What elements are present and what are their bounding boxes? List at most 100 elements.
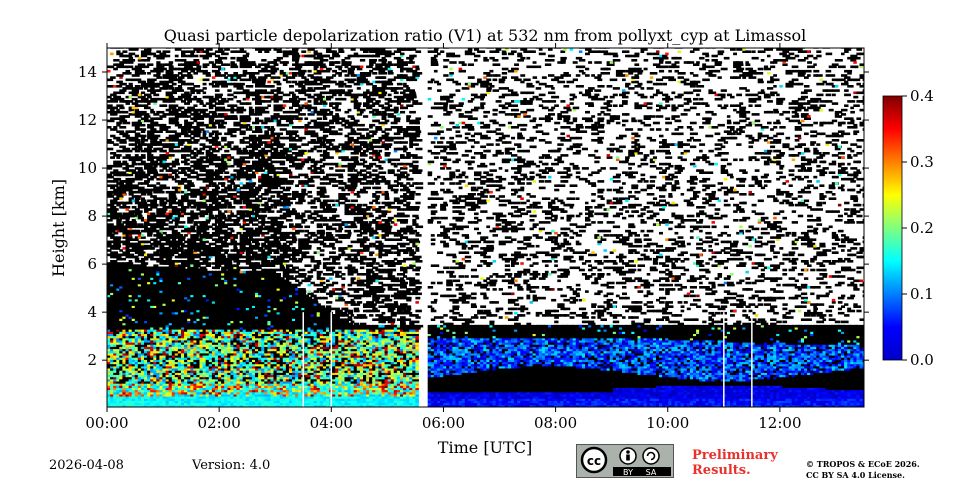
heatmap-cell [184, 361, 188, 365]
heatmap-cell [140, 134, 147, 138]
heatmap-cell [137, 59, 146, 62]
heatmap-cell [214, 82, 223, 86]
heatmap-cell [221, 340, 225, 343]
heatmap-cell [134, 195, 142, 198]
heatmap-cell [128, 359, 133, 363]
heatmap-cell [131, 171, 140, 174]
heatmap-cell [193, 110, 199, 114]
heatmap-cell [128, 253, 135, 257]
heatmap-cell [181, 404, 185, 407]
heatmap-cell [125, 273, 130, 276]
heatmap-cell [134, 255, 139, 259]
heatmap-cell [147, 394, 151, 397]
heatmap-cell [187, 63, 191, 66]
heatmap-cell [208, 318, 214, 321]
heatmap-cell [199, 294, 206, 298]
heatmap-cell [144, 100, 151, 103]
heatmap-cell [119, 277, 124, 280]
heatmap-cell [144, 381, 148, 384]
heatmap-cell [211, 173, 220, 177]
heatmap-cell [199, 102, 204, 105]
heatmap-cell [211, 97, 219, 101]
heatmap-cell [187, 227, 195, 231]
heatmap-cell [184, 121, 190, 125]
heatmap-cell [147, 378, 151, 382]
heatmap-cell [162, 74, 168, 77]
heatmap-cell [193, 404, 197, 407]
heatmap-cell [107, 333, 111, 337]
heatmap-cell [137, 368, 142, 371]
heatmap-cell [181, 396, 185, 399]
heatmap-cell [137, 348, 142, 352]
heatmap-cell [162, 85, 167, 88]
heatmap-cell [168, 288, 173, 291]
heatmap-cell [205, 348, 210, 352]
heatmap-cell [218, 171, 224, 174]
heatmap-cell [184, 119, 188, 123]
heatmap-cell [144, 104, 149, 107]
heatmap-cell [187, 110, 192, 114]
heatmap-cell [190, 130, 198, 133]
heatmap-cell [193, 273, 197, 276]
heatmap-cell [214, 342, 219, 345]
heatmap-cell [221, 240, 227, 244]
heatmap-cell [205, 374, 210, 378]
heatmap-cell [218, 316, 223, 319]
heatmap-cell [202, 340, 207, 343]
heatmap-cell [153, 357, 157, 360]
heatmap-cell [218, 106, 226, 110]
heatmap-cell [110, 244, 115, 248]
heatmap-cell [140, 359, 145, 363]
heatmap-cell [119, 296, 124, 300]
heatmap-cell [193, 292, 198, 296]
heatmap-cell [171, 219, 180, 222]
heatmap-cell [144, 117, 149, 120]
heatmap-cell [218, 303, 224, 306]
heatmap-cell [159, 365, 163, 369]
heatmap-cell [116, 275, 122, 278]
heatmap-cell [218, 378, 222, 382]
heatmap-cell [184, 102, 190, 105]
heatmap-cell [113, 361, 117, 365]
heatmap-cell [131, 48, 139, 51]
heatmap-cell [208, 182, 214, 185]
heatmap-cell [162, 303, 166, 306]
heatmap-cell [153, 396, 157, 399]
heatmap-cell [131, 273, 138, 276]
heatmap-cell [205, 370, 210, 373]
heatmap-cell [184, 260, 191, 263]
heatmap-cell [199, 346, 203, 350]
heatmap-cell [199, 307, 206, 311]
heatmap-cell [184, 61, 191, 64]
heatmap-cell [122, 361, 126, 365]
heatmap-cell [171, 337, 176, 341]
heatmap-cell [202, 108, 208, 112]
heatmap-cell [205, 316, 210, 319]
heatmap-cell [205, 389, 210, 393]
heatmap-cell [128, 212, 135, 216]
heatmap-cell [208, 162, 213, 166]
heatmap-cell [177, 348, 182, 352]
heatmap-cell [205, 335, 210, 339]
heatmap-cell [153, 141, 159, 144]
heatmap-cell [236, 56, 244, 60]
heatmap-cell [221, 182, 225, 185]
heatmap-cell [202, 247, 210, 250]
heatmap-cell [107, 361, 111, 365]
heatmap-cell [113, 283, 119, 287]
heatmap-cell [177, 87, 183, 90]
heatmap-cell [168, 322, 173, 326]
heatmap-cell [116, 337, 120, 341]
heatmap-cell [208, 348, 213, 352]
heatmap-cell [168, 147, 174, 151]
heatmap-cell [119, 368, 123, 371]
heatmap-cell [218, 355, 222, 358]
heatmap-cell [187, 298, 191, 302]
heatmap-cell [184, 190, 188, 194]
heatmap-cell [147, 363, 151, 367]
heatmap-cell [208, 340, 213, 343]
heatmap-cell [208, 314, 213, 317]
heatmap-cell [107, 229, 113, 233]
heatmap-cell [134, 87, 139, 90]
heatmap-cell [125, 208, 129, 211]
